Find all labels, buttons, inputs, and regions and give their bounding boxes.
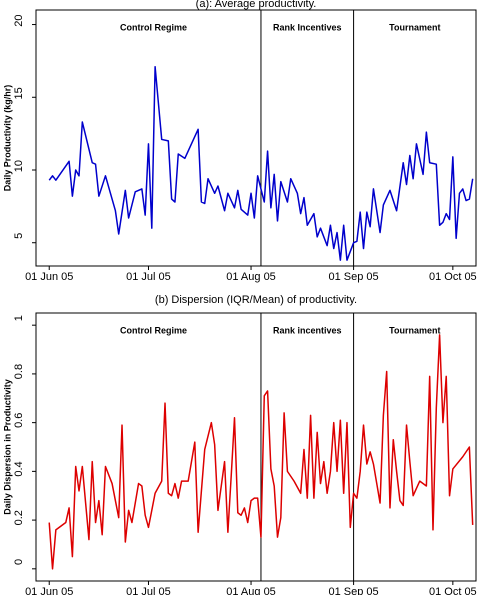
x-tick-label: 01 Oct 05 xyxy=(429,271,477,283)
x-tick-label: 01 Jun 05 xyxy=(25,271,73,283)
x-tick-label: 01 Jul 05 xyxy=(126,271,171,283)
regime-label: Tournament xyxy=(389,22,440,32)
x-tick-label: 01 Aug 05 xyxy=(226,271,276,283)
x-tick-label: 01 Sep 05 xyxy=(329,271,379,283)
y-tick-label: 5 xyxy=(13,233,25,239)
y-tick-label: 1 xyxy=(13,315,25,321)
x-tick-label: 01 Oct 05 xyxy=(429,586,477,595)
y-tick-label: 10 xyxy=(13,160,25,172)
y-tick-label: 0.6 xyxy=(13,413,25,428)
regime-label: Rank Incentives xyxy=(273,22,342,32)
chart-title: (a): Average productivity. xyxy=(196,0,317,10)
x-tick-label: 01 Jun 05 xyxy=(25,586,73,595)
regime-label: Control Regime xyxy=(120,325,187,335)
x-tick-label: 01 Aug 05 xyxy=(226,586,276,595)
y-tick-label: 0.4 xyxy=(13,461,25,476)
y-tick-label: 0.8 xyxy=(13,364,25,379)
plot-frame xyxy=(35,312,477,582)
y-axis-label: Daily Dispersion in Productivity xyxy=(2,379,12,515)
y-axis-label: Daily Productivity (kg/hr) xyxy=(2,85,12,192)
y-tick-label: 15 xyxy=(13,87,25,99)
y-tick-label: 0 xyxy=(13,559,25,565)
plot-frame xyxy=(35,9,477,267)
x-tick-label: 01 Jul 05 xyxy=(126,586,171,595)
y-tick-label: 0.2 xyxy=(13,510,25,525)
regime-label: Tournament xyxy=(389,325,440,335)
data-line xyxy=(48,334,474,570)
regime-label: Control Regime xyxy=(120,22,187,32)
y-tick-label: 20 xyxy=(13,15,25,27)
x-tick-label: 01 Sep 05 xyxy=(329,586,379,595)
data-line xyxy=(48,65,474,261)
chart-title: (b) Dispersion (IQR/Mean) of productivit… xyxy=(155,294,357,306)
regime-label: Rank incentives xyxy=(273,325,342,335)
